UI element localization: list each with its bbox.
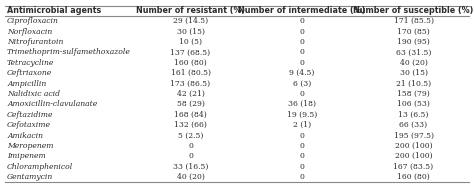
Text: 170 (85): 170 (85) bbox=[397, 28, 430, 36]
Text: 161 (80.5): 161 (80.5) bbox=[171, 69, 210, 77]
Text: 195 (97.5): 195 (97.5) bbox=[393, 132, 434, 140]
Text: 200 (100): 200 (100) bbox=[395, 152, 432, 160]
Text: 0: 0 bbox=[300, 132, 304, 140]
Text: 19 (9.5): 19 (9.5) bbox=[287, 111, 317, 119]
Text: 29 (14.5): 29 (14.5) bbox=[173, 17, 208, 25]
Text: Number of intermediate (%): Number of intermediate (%) bbox=[238, 6, 366, 15]
Text: 168 (84): 168 (84) bbox=[174, 111, 207, 119]
Text: Amikacin: Amikacin bbox=[7, 132, 43, 140]
Text: 0: 0 bbox=[300, 163, 304, 171]
Text: Chloramphenicol: Chloramphenicol bbox=[7, 163, 73, 171]
Text: 42 (21): 42 (21) bbox=[177, 90, 204, 98]
Text: 2 (1): 2 (1) bbox=[293, 121, 311, 129]
Text: Amoxicillin-clavulanate: Amoxicillin-clavulanate bbox=[7, 100, 97, 108]
Text: Gentamycin: Gentamycin bbox=[7, 173, 54, 181]
Text: 158 (79): 158 (79) bbox=[397, 90, 430, 98]
Text: 40 (20): 40 (20) bbox=[177, 173, 204, 181]
Text: 0: 0 bbox=[300, 28, 304, 36]
Text: 10 (5): 10 (5) bbox=[179, 38, 202, 46]
Text: 36 (18): 36 (18) bbox=[288, 100, 316, 108]
Text: Ceftriaxone: Ceftriaxone bbox=[7, 69, 52, 77]
Text: Ceftazidime: Ceftazidime bbox=[7, 111, 54, 119]
Text: 0: 0 bbox=[300, 142, 304, 150]
Text: 30 (15): 30 (15) bbox=[400, 69, 428, 77]
Text: Nitrofurantoin: Nitrofurantoin bbox=[7, 38, 64, 46]
Text: 33 (16.5): 33 (16.5) bbox=[173, 163, 208, 171]
Text: Ampicillin: Ampicillin bbox=[7, 80, 46, 88]
Text: 58 (29): 58 (29) bbox=[177, 100, 204, 108]
Text: 0: 0 bbox=[300, 90, 304, 98]
Text: 66 (33): 66 (33) bbox=[400, 121, 428, 129]
Text: 160 (80): 160 (80) bbox=[174, 59, 207, 67]
Text: 6 (3): 6 (3) bbox=[293, 80, 311, 88]
Text: 190 (95): 190 (95) bbox=[397, 38, 430, 46]
Text: 21 (10.5): 21 (10.5) bbox=[396, 80, 431, 88]
Text: 0: 0 bbox=[300, 38, 304, 46]
Text: Number of susceptible (%): Number of susceptible (%) bbox=[353, 6, 474, 15]
Text: 5 (2.5): 5 (2.5) bbox=[178, 132, 203, 140]
Text: Nalidixic acid: Nalidixic acid bbox=[7, 90, 60, 98]
Text: Cefotaxime: Cefotaxime bbox=[7, 121, 51, 129]
Text: Number of resistant (%): Number of resistant (%) bbox=[136, 6, 245, 15]
Text: 160 (80): 160 (80) bbox=[397, 173, 430, 181]
Text: 167 (83.5): 167 (83.5) bbox=[393, 163, 434, 171]
Text: 63 (31.5): 63 (31.5) bbox=[396, 48, 431, 56]
Text: 0: 0 bbox=[300, 173, 304, 181]
Text: 0: 0 bbox=[300, 59, 304, 67]
Text: 137 (68.5): 137 (68.5) bbox=[171, 48, 210, 56]
Text: Tetracycline: Tetracycline bbox=[7, 59, 55, 67]
Text: 173 (86.5): 173 (86.5) bbox=[171, 80, 210, 88]
Text: 132 (66): 132 (66) bbox=[174, 121, 207, 129]
Text: 200 (100): 200 (100) bbox=[395, 142, 432, 150]
Text: 0: 0 bbox=[300, 152, 304, 160]
Text: 0: 0 bbox=[300, 48, 304, 56]
Text: Ciprofloxacin: Ciprofloxacin bbox=[7, 17, 59, 25]
Text: 171 (85.5): 171 (85.5) bbox=[393, 17, 434, 25]
Text: Trimethoprim-sulfamethoxazole: Trimethoprim-sulfamethoxazole bbox=[7, 48, 131, 56]
Text: Meropenem: Meropenem bbox=[7, 142, 54, 150]
Text: 0: 0 bbox=[188, 142, 193, 150]
Text: Imipenem: Imipenem bbox=[7, 152, 46, 160]
Text: 30 (15): 30 (15) bbox=[176, 28, 205, 36]
Text: Antimicrobial agents: Antimicrobial agents bbox=[7, 6, 101, 15]
Text: 0: 0 bbox=[188, 152, 193, 160]
Text: 40 (20): 40 (20) bbox=[400, 59, 428, 67]
Text: 13 (6.5): 13 (6.5) bbox=[398, 111, 428, 119]
Text: 106 (53): 106 (53) bbox=[397, 100, 430, 108]
Text: Norfloxacin: Norfloxacin bbox=[7, 28, 52, 36]
Text: 9 (4.5): 9 (4.5) bbox=[289, 69, 315, 77]
Text: 0: 0 bbox=[300, 17, 304, 25]
